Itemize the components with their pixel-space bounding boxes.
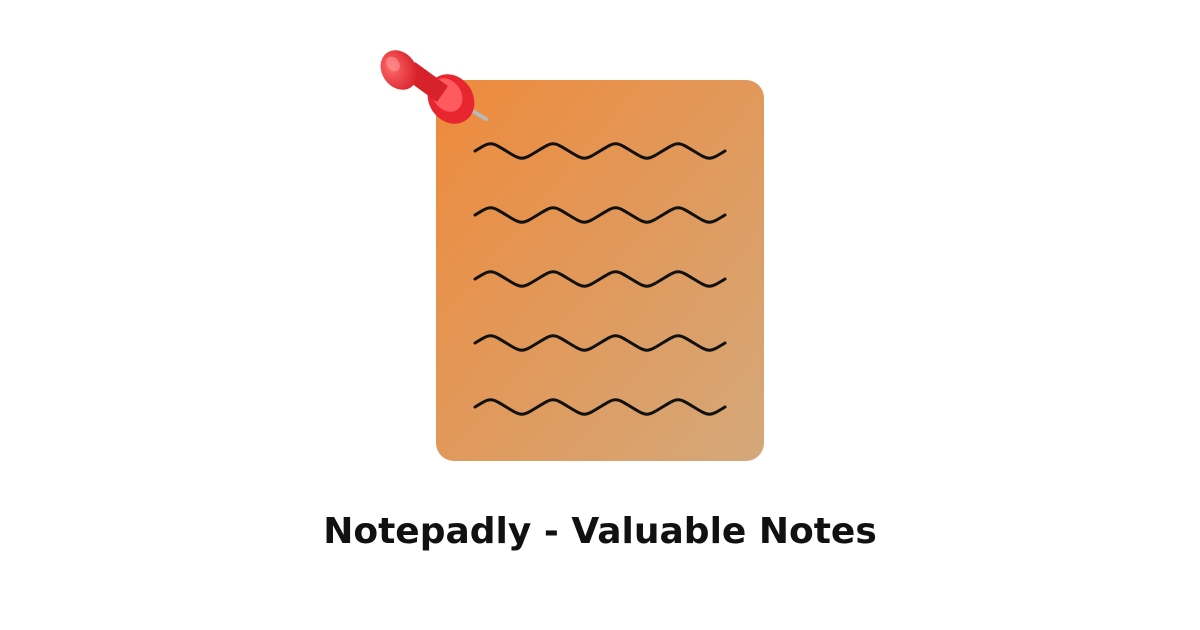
notepad-paper bbox=[436, 80, 764, 461]
notepad-line bbox=[473, 334, 727, 352]
notepad-line bbox=[473, 142, 727, 160]
pushpin-icon bbox=[380, 50, 488, 124]
notepad-line bbox=[473, 206, 727, 224]
notepad-illustration bbox=[380, 50, 764, 461]
notepad-lines bbox=[473, 142, 727, 416]
notepad-line bbox=[473, 398, 727, 416]
notepad-line bbox=[473, 270, 727, 288]
app-title: Notepadly - Valuable Notes bbox=[323, 511, 877, 552]
